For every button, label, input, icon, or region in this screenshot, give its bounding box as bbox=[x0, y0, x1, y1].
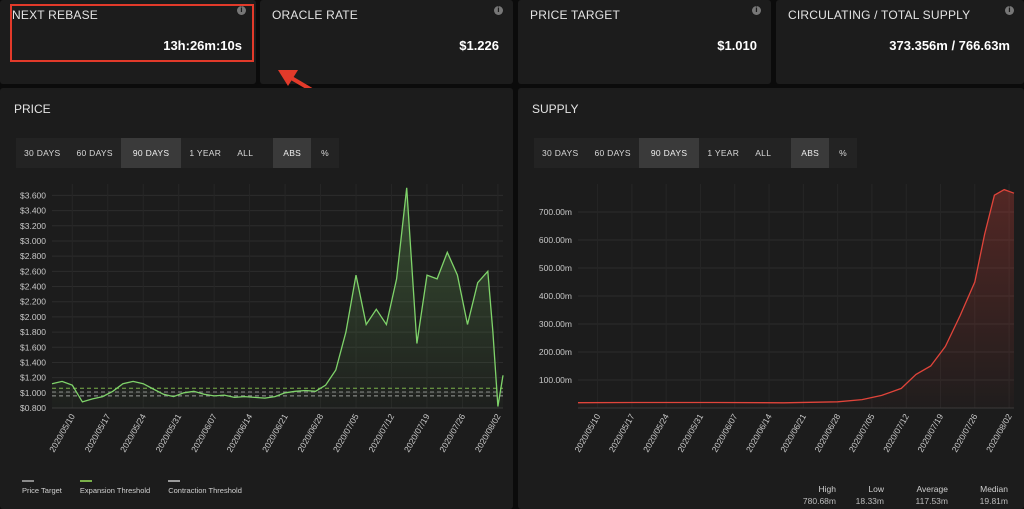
y-tick-label: $3.600 bbox=[20, 190, 46, 200]
stat-card-next-rebase: NEXT REBASE i 13h:26m:10s bbox=[0, 0, 256, 84]
range-button-1-year[interactable]: 1 YEAR bbox=[707, 148, 740, 158]
mode-button-abs[interactable]: ABS bbox=[273, 138, 312, 168]
x-tick-label: 2020/06/21 bbox=[260, 412, 290, 454]
price-chart[interactable]: $0.800 $1.000 $1.200 $1.400 $1.600 $1.800 $2.0… bbox=[0, 176, 513, 476]
price-range-toolbar: 30 DAYS 60 DAYS 90 DAYS 1 YEAR ALL ABS % bbox=[16, 138, 340, 168]
y-tick-label: $2.200 bbox=[20, 297, 46, 307]
y-tick-label: $2.000 bbox=[20, 312, 46, 322]
x-tick-label: 2020/05/31 bbox=[153, 412, 183, 454]
y-tick-label: $2.400 bbox=[20, 282, 46, 292]
stat-title: CIRCULATING / TOTAL SUPPLY bbox=[788, 8, 971, 22]
y-tick-label: $1.600 bbox=[20, 342, 46, 352]
x-tick-label: 2020/05/17 bbox=[607, 412, 637, 454]
mode-button-percent[interactable]: % bbox=[839, 148, 848, 158]
supply-stat-low: Low 18.33m bbox=[855, 484, 884, 506]
x-tick-label: 2020/06/14 bbox=[744, 412, 774, 454]
mode-button-abs[interactable]: ABS bbox=[791, 138, 830, 168]
x-tick-label: 2020/06/07 bbox=[710, 412, 740, 454]
y-tick-label: $3.200 bbox=[20, 221, 46, 231]
y-tick-label: $3.400 bbox=[20, 206, 46, 216]
y-tick-label: 700.00m bbox=[539, 207, 572, 217]
y-tick-label: 600.00m bbox=[539, 235, 572, 245]
info-icon[interactable]: i bbox=[494, 6, 503, 15]
y-tick-label: $3.000 bbox=[20, 236, 46, 246]
range-button-90-days[interactable]: 90 DAYS bbox=[120, 138, 182, 168]
range-button-all[interactable]: ALL bbox=[237, 148, 254, 158]
x-tick-label: 2020/08/02 bbox=[984, 412, 1014, 454]
stat-value: 373.356m / 766.63m bbox=[889, 38, 1010, 53]
series-area bbox=[52, 187, 503, 408]
x-tick-label: 2020/07/12 bbox=[881, 412, 911, 454]
x-tick-label: 2020/08/02 bbox=[473, 412, 503, 454]
range-button-30-days[interactable]: 30 DAYS bbox=[24, 148, 61, 158]
x-tick-label: 2020/06/21 bbox=[778, 412, 808, 454]
y-tick-label: $1.800 bbox=[20, 327, 46, 337]
x-tick-label: 2020/05/17 bbox=[83, 412, 113, 454]
range-button-60-days[interactable]: 60 DAYS bbox=[76, 148, 113, 158]
stat-card-price-target: PRICE TARGET i $1.010 bbox=[518, 0, 771, 84]
x-tick-label: 2020/07/05 bbox=[331, 412, 361, 454]
x-tick-label: 2020/07/05 bbox=[847, 412, 877, 454]
legend-item-contraction-threshold[interactable]: Contraction Threshold bbox=[168, 480, 242, 495]
x-tick-label: 2020/05/10 bbox=[572, 412, 602, 454]
x-tick-label: 2020/07/19 bbox=[402, 412, 432, 454]
y-tick-label: $2.800 bbox=[20, 251, 46, 261]
x-tick-label: 2020/06/14 bbox=[224, 412, 254, 454]
range-button-90-days[interactable]: 90 DAYS bbox=[638, 138, 700, 168]
series-line bbox=[577, 188, 1015, 404]
legend-item-price-target[interactable]: Price Target bbox=[22, 480, 62, 495]
stat-card-supply: CIRCULATING / TOTAL SUPPLY i 373.356m / … bbox=[776, 0, 1024, 84]
supply-chart[interactable]: 100.00m 200.00m 300.00m 400.00m 500.00m 600.0… bbox=[518, 176, 1024, 476]
price-legend: Price Target Expansion Threshold Contrac… bbox=[22, 480, 260, 495]
stat-title: PRICE TARGET bbox=[530, 8, 620, 22]
range-button-60-days[interactable]: 60 DAYS bbox=[594, 148, 631, 158]
y-tick-label: 400.00m bbox=[539, 291, 572, 301]
y-tick-label: $0.800 bbox=[20, 403, 46, 413]
y-tick-label: 500.00m bbox=[539, 263, 572, 273]
series-line bbox=[51, 187, 504, 407]
x-tick-label: 2020/07/12 bbox=[366, 412, 396, 454]
x-tick-label: 2020/07/26 bbox=[950, 412, 980, 454]
x-tick-label: 2020/05/10 bbox=[47, 412, 77, 454]
x-tick-label: 2020/05/24 bbox=[118, 412, 148, 454]
range-button-all[interactable]: ALL bbox=[755, 148, 772, 158]
panel-title-supply: SUPPLY bbox=[532, 102, 579, 116]
y-tick-label: $1.200 bbox=[20, 373, 46, 383]
info-icon[interactable]: i bbox=[752, 6, 761, 15]
x-tick-label: 2020/05/31 bbox=[675, 412, 705, 454]
x-tick-label: 2020/07/19 bbox=[915, 412, 945, 454]
y-tick-label: $2.600 bbox=[20, 266, 46, 276]
x-tick-label: 2020/05/24 bbox=[641, 412, 671, 454]
stat-value: $1.010 bbox=[717, 38, 757, 53]
x-tick-label: 2020/06/07 bbox=[189, 412, 219, 454]
stat-card-oracle-rate: ORACLE RATE i $1.226 bbox=[260, 0, 513, 84]
supply-stat-high: High 780.68m bbox=[802, 484, 836, 506]
y-tick-label: $1.400 bbox=[20, 357, 46, 367]
stat-value: $1.226 bbox=[459, 38, 499, 53]
y-tick-label: 300.00m bbox=[539, 319, 572, 329]
x-tick-label: 2020/06/28 bbox=[812, 412, 842, 454]
x-tick-label: 2020/06/28 bbox=[295, 412, 325, 454]
supply-range-toolbar: 30 DAYS 60 DAYS 90 DAYS 1 YEAR ALL ABS % bbox=[534, 138, 858, 168]
legend-item-expansion-threshold[interactable]: Expansion Threshold bbox=[79, 480, 150, 495]
info-icon[interactable]: i bbox=[237, 6, 246, 15]
stat-value: 13h:26m:10s bbox=[163, 38, 242, 53]
stat-title: NEXT REBASE bbox=[12, 8, 99, 22]
range-button-30-days[interactable]: 30 DAYS bbox=[542, 148, 579, 158]
supply-stat-average: Average 117.53m bbox=[915, 484, 948, 506]
y-tick-label: $1.000 bbox=[20, 388, 46, 398]
y-tick-label: 200.00m bbox=[539, 347, 572, 357]
series-area bbox=[578, 189, 1014, 408]
range-button-1-year[interactable]: 1 YEAR bbox=[189, 148, 222, 158]
mode-button-percent[interactable]: % bbox=[321, 148, 330, 158]
highlight-box bbox=[10, 4, 254, 62]
x-tick-label: 2020/07/26 bbox=[437, 412, 467, 454]
info-icon[interactable]: i bbox=[1005, 6, 1014, 15]
stat-title: ORACLE RATE bbox=[272, 8, 358, 22]
supply-stat-median: Median 19.81m bbox=[979, 484, 1008, 506]
panel-title-price: PRICE bbox=[14, 102, 51, 116]
y-tick-label: 100.00m bbox=[539, 375, 572, 385]
